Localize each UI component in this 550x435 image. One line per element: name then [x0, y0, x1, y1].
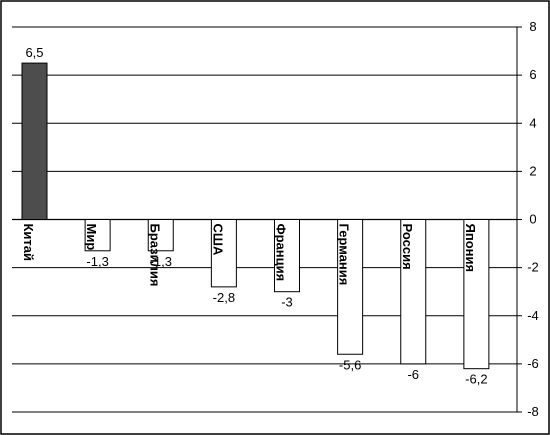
data-label: -6 [407, 367, 419, 382]
labels: 6,5Китай-1,3Мир-1,3Бразилия-2,8США-3Фран… [21, 45, 488, 387]
category-label: Германия [337, 224, 352, 286]
data-label: -1,3 [150, 254, 172, 269]
category-label: Мир [84, 224, 99, 251]
bar [84, 219, 111, 252]
y-tick-label: -4 [527, 308, 539, 323]
category-label: США [210, 224, 225, 256]
bars [21, 62, 490, 370]
bar [463, 219, 490, 370]
y-tick-label: 6 [529, 67, 536, 82]
category-label: Россия [400, 224, 415, 270]
y-tick-label: -8 [527, 404, 539, 419]
data-label: 6,5 [25, 45, 43, 60]
y-tick-label: 0 [529, 212, 536, 227]
y-tick-label: -2 [527, 260, 539, 275]
y-tick-label: 4 [529, 115, 536, 130]
bar [21, 62, 48, 220]
category-label: Франция [274, 224, 289, 282]
y-axis: 8 6 4 2 0 -2 -4 -6 -8 [516, 19, 539, 419]
category-label: Япония [463, 224, 478, 273]
data-label: -1,3 [86, 254, 108, 269]
data-label: -3 [281, 295, 293, 310]
bar [400, 219, 427, 365]
y-tick-label: -6 [527, 356, 539, 371]
y-tick-label: 2 [529, 163, 536, 178]
category-label: Китай [21, 224, 36, 262]
bar [274, 219, 300, 293]
data-label: -6,2 [465, 372, 487, 387]
bar [337, 219, 364, 355]
data-label: -2,8 [213, 290, 235, 305]
data-label: -5,6 [339, 357, 361, 372]
y-tick-label: 8 [529, 19, 536, 34]
bar [147, 219, 174, 252]
bar [210, 219, 237, 288]
category-label: Бразилия [147, 224, 162, 287]
